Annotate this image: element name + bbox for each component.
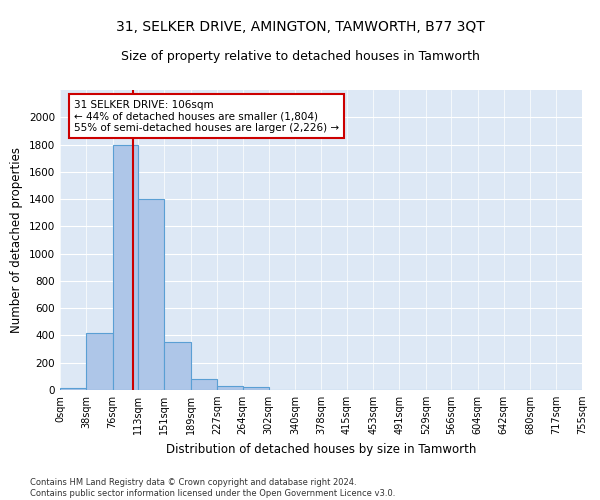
Bar xyxy=(164,342,191,390)
Bar xyxy=(242,388,269,390)
Bar xyxy=(113,144,138,390)
Bar xyxy=(191,379,217,390)
Bar xyxy=(138,199,164,390)
Bar xyxy=(217,386,242,390)
Text: 31 SELKER DRIVE: 106sqm
← 44% of detached houses are smaller (1,804)
55% of semi: 31 SELKER DRIVE: 106sqm ← 44% of detache… xyxy=(74,100,339,132)
X-axis label: Distribution of detached houses by size in Tamworth: Distribution of detached houses by size … xyxy=(166,442,476,456)
Text: Size of property relative to detached houses in Tamworth: Size of property relative to detached ho… xyxy=(121,50,479,63)
Bar xyxy=(86,332,113,390)
Text: Contains HM Land Registry data © Crown copyright and database right 2024.
Contai: Contains HM Land Registry data © Crown c… xyxy=(30,478,395,498)
Text: 31, SELKER DRIVE, AMINGTON, TAMWORTH, B77 3QT: 31, SELKER DRIVE, AMINGTON, TAMWORTH, B7… xyxy=(116,20,484,34)
Bar xyxy=(60,388,86,390)
Y-axis label: Number of detached properties: Number of detached properties xyxy=(10,147,23,333)
